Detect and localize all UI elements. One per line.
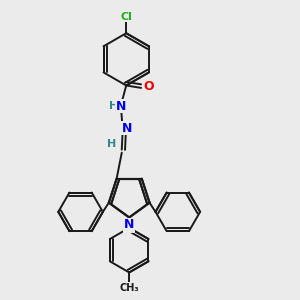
- Text: Cl: Cl: [120, 12, 132, 22]
- Text: N: N: [124, 219, 134, 232]
- Text: N: N: [116, 100, 126, 113]
- Text: H: H: [107, 139, 116, 149]
- Text: N: N: [122, 122, 132, 135]
- Text: N: N: [122, 122, 132, 135]
- Text: N: N: [124, 218, 134, 231]
- Text: Cl: Cl: [120, 12, 132, 22]
- Text: O: O: [143, 80, 154, 93]
- Text: H: H: [109, 101, 118, 111]
- Text: H: H: [107, 139, 116, 149]
- Text: CH₃: CH₃: [119, 283, 139, 293]
- Text: N: N: [116, 100, 126, 113]
- Text: O: O: [143, 80, 154, 93]
- Text: H: H: [109, 101, 118, 111]
